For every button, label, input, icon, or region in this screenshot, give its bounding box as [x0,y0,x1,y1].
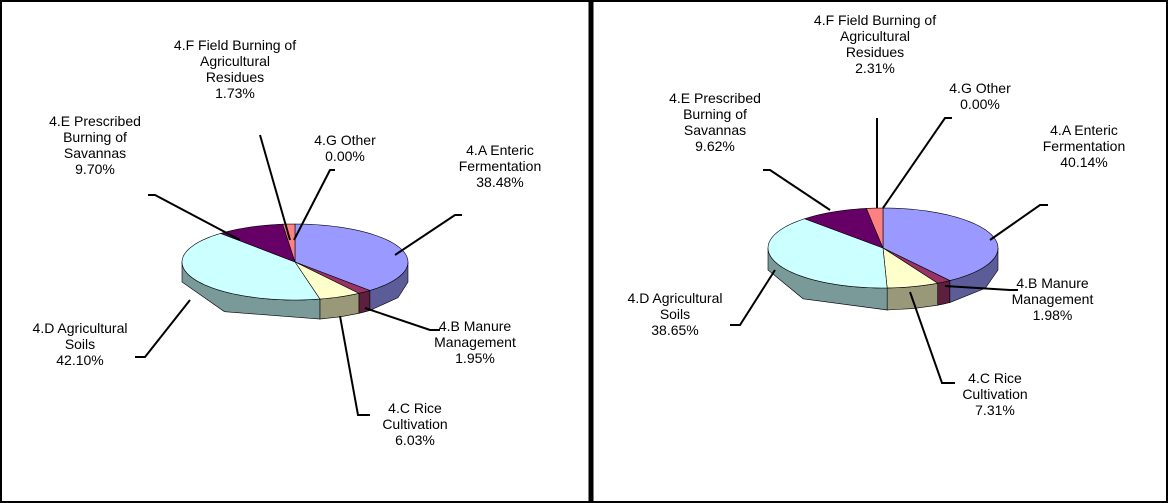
slice-label: 4.B Manure Management [434,318,516,350]
leader-line [259,134,291,241]
slice-value-label: 6.03% [395,432,435,448]
slice-label: 4.B Manure Management [1011,275,1094,307]
slice-value-label: 40.14% [1060,154,1108,170]
leader-line [944,285,1018,291]
leader-line [909,291,955,384]
slice-value-label: 1.95% [455,350,495,366]
leader-line [135,299,191,358]
slice-value-label: 7.31% [975,402,1015,418]
slice-label: 4.F Field Burning of Agricultural Residu… [813,12,937,60]
leader-line [730,269,776,326]
slice-value-label: 9.70% [75,161,115,177]
leader-line [763,169,831,211]
slice-label: 4.G Other [949,80,1011,96]
slice-value-label: 0.00% [325,148,365,164]
slice-label: 4.A Enteric Fermentation [458,142,542,174]
pie-slice [294,261,360,300]
slice-label: 4.D Agricultural Soils [627,290,723,322]
leader-line [148,194,241,241]
slice-label: 4.E Prescribed Burning of Savannas [49,113,141,161]
leader-line [882,117,952,209]
pie-slice [181,233,321,301]
leader-line [989,204,1048,241]
slice-value-label: 38.65% [651,322,699,338]
slice-value-label: 1.73% [215,85,255,101]
slice-value-label: 0.00% [960,96,1000,112]
pie-slice [882,247,939,289]
leader-line [293,169,335,241]
slice-label: 4.D Agricultural Soils [32,320,128,352]
leader-line [394,214,462,256]
slice-value-label: 2.31% [855,60,895,76]
slice-value-label: 38.48% [476,174,524,190]
pie-slice [282,223,296,263]
slice-label: 4.A Enteric Fermentation [1042,122,1126,154]
leader-line [339,315,370,416]
slice-label: 4.G Other [314,132,376,148]
pie-slice [767,218,888,289]
slice-label: 4.E Prescribed Burning of Savannas [669,90,761,138]
pie-slice [219,223,296,263]
pie-slice [294,223,409,291]
pie-slice [865,207,884,249]
pie-slice-side [937,280,951,306]
slice-value-label: 9.62% [695,138,735,154]
slice-value-label: 1.98% [1032,307,1073,323]
slice-label: 4.C Rice Cultivation [382,400,448,432]
slice-value-label: 42.10% [56,352,104,368]
pie-slice [882,207,999,281]
leader-line [364,307,440,331]
slice-label: 4.C Rice Cultivation [962,370,1028,402]
slice-label: 4.F Field Burning of Agricultural Residu… [173,37,297,85]
pie-slice [803,208,884,249]
